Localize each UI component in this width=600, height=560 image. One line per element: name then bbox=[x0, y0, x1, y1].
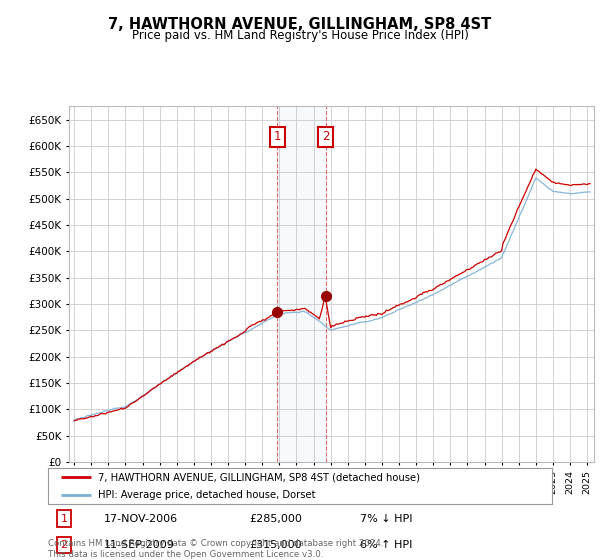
Text: 2: 2 bbox=[322, 130, 329, 143]
Text: HPI: Average price, detached house, Dorset: HPI: Average price, detached house, Dors… bbox=[98, 490, 316, 500]
Text: 2: 2 bbox=[61, 540, 68, 550]
Text: £285,000: £285,000 bbox=[250, 514, 302, 524]
Text: 6% ↑ HPI: 6% ↑ HPI bbox=[361, 540, 413, 550]
Text: 7, HAWTHORN AVENUE, GILLINGHAM, SP8 4ST: 7, HAWTHORN AVENUE, GILLINGHAM, SP8 4ST bbox=[109, 17, 491, 32]
Text: 1: 1 bbox=[61, 514, 68, 524]
Text: 17-NOV-2006: 17-NOV-2006 bbox=[103, 514, 178, 524]
Text: 7, HAWTHORN AVENUE, GILLINGHAM, SP8 4ST (detached house): 7, HAWTHORN AVENUE, GILLINGHAM, SP8 4ST … bbox=[98, 473, 421, 482]
Bar bbox=[277, 106, 326, 462]
Text: 1: 1 bbox=[274, 130, 281, 143]
Text: 11-SEP-2009: 11-SEP-2009 bbox=[103, 540, 175, 550]
Text: 7% ↓ HPI: 7% ↓ HPI bbox=[361, 514, 413, 524]
Text: Contains HM Land Registry data © Crown copyright and database right 2024.
This d: Contains HM Land Registry data © Crown c… bbox=[48, 539, 383, 559]
Text: Price paid vs. HM Land Registry's House Price Index (HPI): Price paid vs. HM Land Registry's House … bbox=[131, 29, 469, 42]
Text: £315,000: £315,000 bbox=[250, 540, 302, 550]
